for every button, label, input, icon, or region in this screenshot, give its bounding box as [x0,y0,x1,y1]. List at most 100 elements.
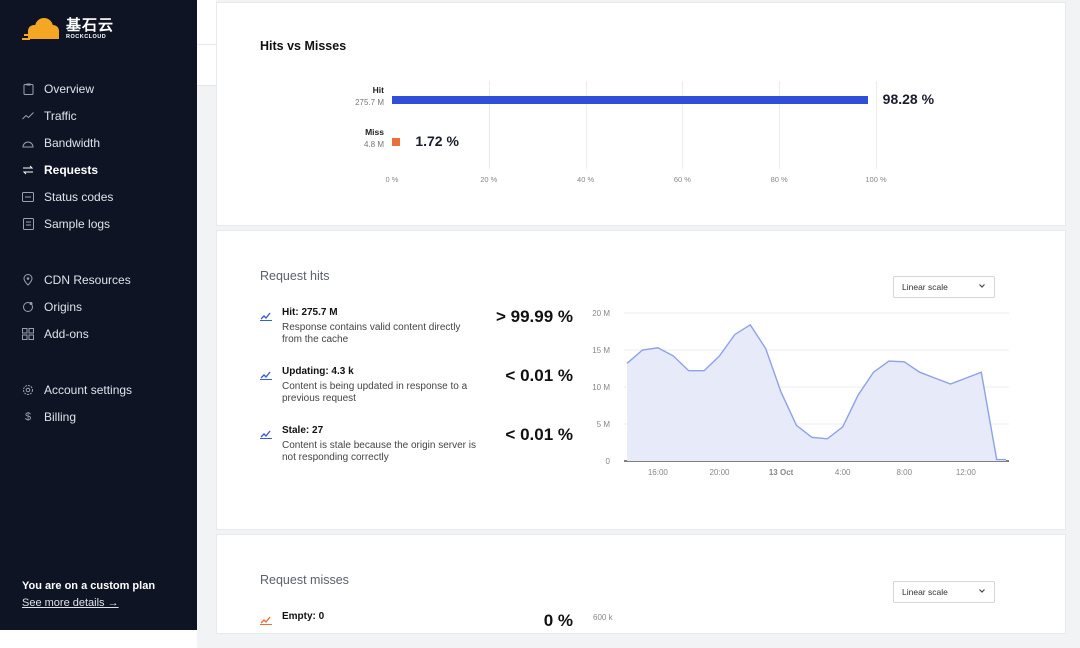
request-hits-area-chart: 0 5 M 10 M 15 M 20 M 16:00 20:00 13 Oct 4:00 8:00… [592,309,1009,477]
sidebar-item-overview[interactable]: Overview [0,75,197,102]
x-tick-label: 40 % [577,175,595,184]
sidebar-item-label: Origins [44,299,83,314]
sidebar-item-status-codes[interactable]: Status codes [0,183,197,210]
gauge-icon [22,137,34,149]
bar-miss [392,138,401,146]
arrows-swap-icon [22,164,34,176]
clipboard-icon [22,83,34,95]
sidebar-item-label: Status codes [44,189,114,204]
gridline [585,81,587,169]
brand-logo[interactable]: 基石云 ROCKCLOUD [22,16,114,42]
stat-percent: 0 % [543,611,573,630]
nav-group-resources: CDN Resources Origins Add-ons [0,266,197,347]
chevron-down-icon [978,587,986,595]
x-tick-label: 16:00 [648,468,669,477]
stat-percent: < 0.01 % [505,366,573,385]
nav-group-account: Account settings $ Billing [0,376,197,430]
bar-hit [392,96,868,104]
gridline [779,81,781,169]
request-misses-scale-select[interactable]: Linear scale [893,581,995,603]
status-icon [22,191,34,203]
gear-icon [22,384,34,396]
x-tick-label: 12:00 [956,468,977,477]
y-tick-label: 0 [606,457,611,466]
chart-icon [260,426,272,439]
location-pin-icon [22,273,34,286]
stat-desc: Content is being updated in response to … [282,381,468,404]
sidebar-item-label: Bandwidth [44,135,101,150]
sidebar-item-label: Requests [44,162,99,177]
stat-desc: Content is stale because the origin serv… [282,440,476,463]
x-tick-label: 20:00 [709,468,730,477]
x-tick-label: 0 % [385,175,399,184]
sidebar-item-label: Traffic [44,108,77,123]
sidebar-item-label: Overview [44,81,95,96]
see-more-details-link[interactable]: See more details → [22,597,119,609]
stat-head: Hit: 275.7 M [282,307,338,318]
stat-head: Empty: 0 [282,611,325,622]
origins-icon [22,301,34,313]
bar-category-label: Hit 275.7 M [355,85,384,107]
request-misses-title: Request misses [260,573,349,587]
plan-title: You are on a custom plan [22,580,156,592]
sidebar-item-label: Billing [44,409,77,424]
y-tick-label: 5 M [597,420,611,429]
bar-percent-label: 1.72 % [415,133,459,149]
x-tick-label: 60 % [673,175,691,184]
sidebar-item-label: Add-ons [44,326,89,341]
chart-icon [260,612,272,625]
sidebar-item-billing[interactable]: $ Billing [0,403,197,430]
sidebar-item-sample-logs[interactable]: Sample logs [0,210,197,237]
gridline [488,81,490,169]
x-tick-label: 20 % [480,175,498,184]
stat-head: Stale: 27 [282,425,324,436]
y-tick-label: 20 M [592,309,610,318]
request-hits-scale-select[interactable]: Linear scale [893,276,995,298]
y-axis-top-label: 600 k [593,613,613,622]
x-tick-label: 80 % [770,175,788,184]
grid-icon [22,327,34,340]
y-tick-label: 15 M [592,346,610,355]
sidebar-item-cdn-resources[interactable]: CDN Resources [0,266,197,293]
stat-head: Updating: 4.3 k [282,366,354,377]
stat-desc: Response contains valid content directly… [282,322,461,345]
hits-vs-misses-title: Hits vs Misses [260,39,347,53]
stat-percent: < 0.01 % [505,425,573,444]
scale-select-value: Linear scale [902,587,948,597]
plan-info: You are on a custom plan See more detail… [22,580,155,609]
gridline [876,81,877,169]
y-tick-label: 10 M [592,383,610,392]
chart-icon [260,308,272,321]
main-content: Hits vs Misses 0 % 20 % 40 % 60 % 80 % 100 % H… [197,0,1080,648]
sidebar-item-bandwidth[interactable]: Bandwidth [0,129,197,156]
stat-percent: > 99.99 % [495,307,573,326]
sidebar-item-requests[interactable]: Requests [0,156,197,183]
sidebar: 基石云 ROCKCLOUD Overview Traffic Bandwidth… [0,0,197,630]
brand-name-en: ROCKCLOUD [66,33,107,40]
sidebar-item-label: CDN Resources [44,272,131,287]
series-line [626,323,1006,461]
request-hits-card: Request hits Linear scale Hit: 275.7 M R… [216,230,1066,530]
sidebar-item-label: Sample logs [44,216,111,231]
gridline [682,81,684,169]
sidebar-item-add-ons[interactable]: Add-ons [0,320,197,347]
chart-icon [260,367,272,380]
chevron-down-icon [978,282,986,290]
cloud-logo-icon [22,18,59,40]
sidebar-item-traffic[interactable]: Traffic [0,102,197,129]
trend-icon [22,110,34,122]
sidebar-item-origins[interactable]: Origins [0,293,197,320]
x-tick-label: 8:00 [896,468,912,477]
request-hits-title: Request hits [260,269,330,283]
x-tick-label: 13 Oct [769,468,794,477]
x-tick-label: 100 % [865,175,887,184]
sidebar-item-account-settings[interactable]: Account settings [0,376,197,403]
nav-group-analytics: Overview Traffic Bandwidth Requests Stat… [0,75,197,237]
bar-category-label: Miss 4.8 M [363,127,384,149]
dollar-icon: $ [24,410,32,423]
brand-name-cn: 基石云 [66,15,115,34]
hits-vs-misses-card: Hits vs Misses 0 % 20 % 40 % 60 % 80 % 100 % H… [216,2,1066,226]
logs-icon [22,217,34,230]
collapsed-panel [197,0,216,86]
request-misses-card: Request misses Linear scale Empty: 0 0 %… [216,534,1066,634]
